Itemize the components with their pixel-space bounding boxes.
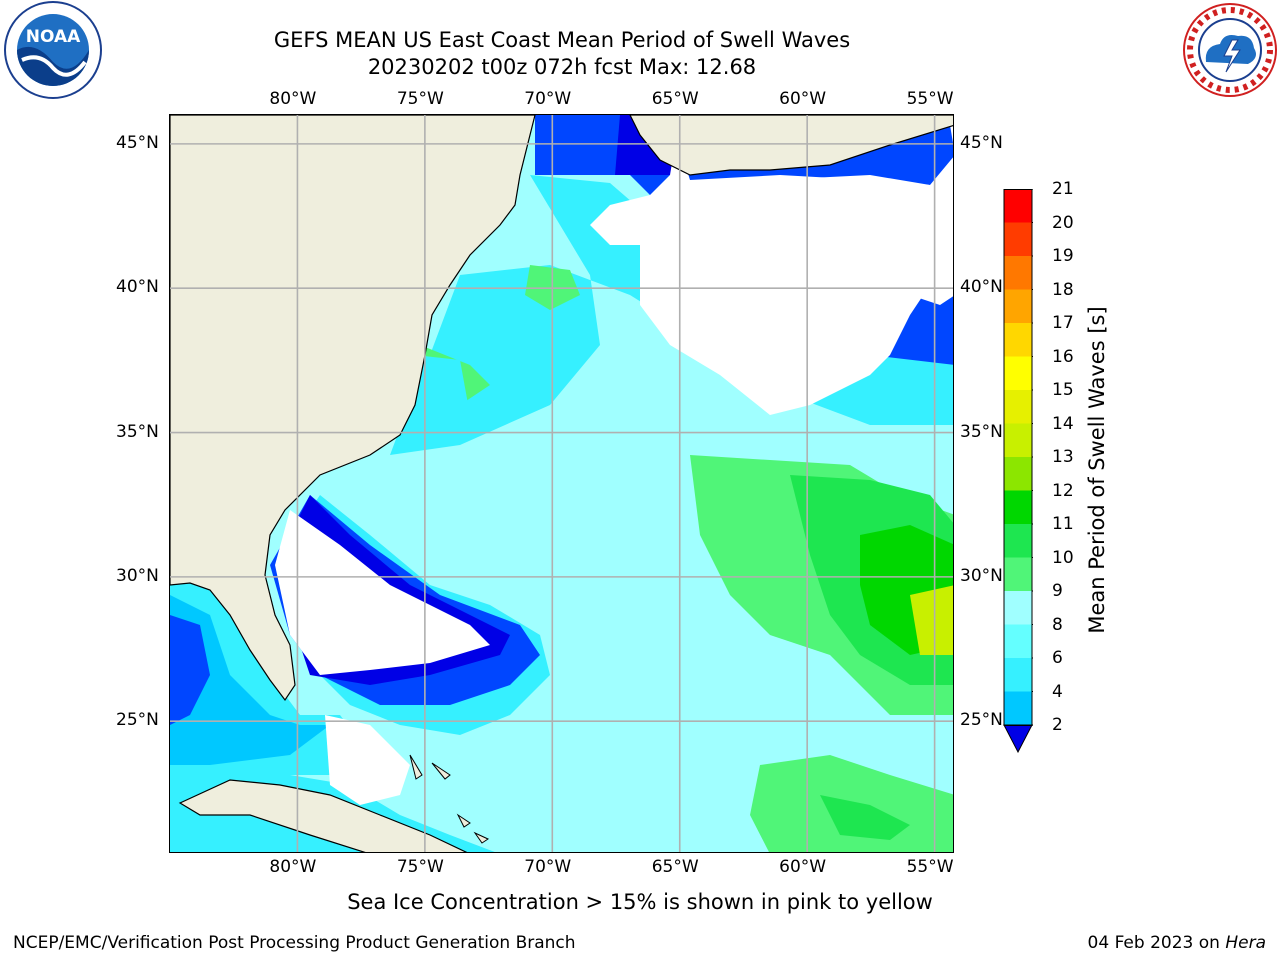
band-4-6-gulf <box>170 595 330 765</box>
patch-cyan-mid <box>415 355 470 435</box>
lon-tick-label-bottom: 55°W <box>906 857 954 877</box>
lon-tick-label-top: 60°W <box>779 89 827 109</box>
map-panel <box>169 114 954 853</box>
lat-tick-label-right: 45°N <box>960 132 1003 153</box>
colorbar-segment <box>1004 490 1032 525</box>
colorbar-tick-label: 9 <box>1052 581 1063 601</box>
lon-tick-label-top: 75°W <box>396 89 444 109</box>
colorbar-segment <box>1004 222 1032 257</box>
colorbar-segment <box>1004 691 1032 726</box>
chart-title: GEFS MEAN US East Coast Mean Period of S… <box>273 28 851 52</box>
footer-host: Hera <box>1225 933 1266 953</box>
lat-tick-label-left: 25°N <box>116 710 159 731</box>
band-12-13-east <box>910 585 953 655</box>
colorbar-tick-label: 11 <box>1052 514 1074 534</box>
colorbar-title: Mean Period of Swell Waves [s] <box>1085 306 1109 634</box>
lat-tick-label-right: 25°N <box>960 710 1003 731</box>
lat-tick-label-right: 40°N <box>960 277 1003 298</box>
lat-tick-label-right: 30°N <box>960 565 1003 586</box>
colorbar <box>1003 189 1033 753</box>
lat-tick-label-left: 30°N <box>116 565 159 586</box>
nws-logo <box>1183 3 1277 97</box>
colorbar-tick-label: 20 <box>1052 212 1074 233</box>
lon-tick-label-bottom: 60°W <box>779 857 827 877</box>
footer-date-text: 04 Feb 2023 on <box>1087 933 1220 953</box>
colorbar-tick-label: 13 <box>1052 447 1074 467</box>
lon-tick-label-bottom: 65°W <box>651 857 699 877</box>
colorbar-segment <box>1004 356 1032 391</box>
lon-tick-label-top: 55°W <box>906 89 954 109</box>
footer-branch: NCEP/EMC/Verification Post Processing Pr… <box>13 933 576 953</box>
colorbar-segment <box>1004 256 1032 290</box>
band-10-11-south <box>820 795 910 840</box>
footer-date: 04 Feb 2023 on Hera <box>1088 933 1266 953</box>
lon-tick-label-bottom: 75°W <box>396 857 444 877</box>
mask-se-white <box>275 510 490 675</box>
lat-tick-label-left: 45°N <box>116 132 159 153</box>
colorbar-tick-label: 17 <box>1052 313 1074 333</box>
lon-tick-label-bottom: 70°W <box>524 857 572 877</box>
colorbar-tick-label: 21 <box>1052 179 1074 199</box>
land-us-east-coast <box>170 115 536 702</box>
colorbar-segment <box>1004 390 1032 424</box>
chart-subtitle: 20230202 t00z 072h fcst Max: 12.68 <box>367 55 757 79</box>
colorbar-segment <box>1004 624 1032 659</box>
colorbar-segment <box>1004 658 1032 692</box>
lon-tick-label-top: 65°W <box>651 89 699 109</box>
sea-ice-note: Sea Ice Concentration > 15% is shown in … <box>347 890 933 914</box>
mask-bahamas-white <box>325 715 410 805</box>
land-canada <box>629 115 953 176</box>
colorbar-segment <box>1004 423 1032 458</box>
land-bahamas <box>409 754 490 844</box>
colorbar-tick-label: 14 <box>1052 413 1074 434</box>
colorbar-segment <box>1004 524 1032 558</box>
colorbar-segment <box>1004 289 1032 324</box>
colorbar-tick-label: 6 <box>1052 648 1063 668</box>
lat-tick-label-right: 35°N <box>960 421 1003 442</box>
colorbar-segment <box>1004 189 1032 223</box>
lon-tick-label-bottom: 80°W <box>269 857 317 877</box>
swell-period-field <box>170 115 953 852</box>
colorbar-tick-label: 16 <box>1052 346 1074 367</box>
lon-tick-label-top: 70°W <box>524 89 572 109</box>
colorbar-tick-label: 12 <box>1052 480 1074 501</box>
colorbar-segment <box>1004 557 1032 592</box>
colorbar-tick-label: 15 <box>1052 380 1074 400</box>
colorbar-tick-label: 10 <box>1052 547 1074 568</box>
colorbar-segment <box>1004 323 1032 357</box>
colorbar-tick-label: 8 <box>1052 614 1063 635</box>
lat-tick-label-left: 40°N <box>116 277 159 298</box>
colorbar-tick-label: 2 <box>1052 715 1063 735</box>
noaa-logo: NOAA <box>4 1 102 99</box>
lon-tick-label-top: 80°W <box>269 89 317 109</box>
map-gridlines <box>170 115 953 852</box>
band-2-4-gulf <box>170 615 210 725</box>
colorbar-tick-label: 18 <box>1052 279 1074 300</box>
colorbar-segment <box>1004 591 1032 625</box>
colorbar-segment <box>1004 457 1032 491</box>
colorbar-extend-triangle <box>1003 724 1033 753</box>
colorbar-tick-label: 4 <box>1052 681 1063 702</box>
lat-tick-label-left: 35°N <box>116 421 159 442</box>
land-cuba <box>178 779 468 852</box>
svg-text:NOAA: NOAA <box>26 27 81 47</box>
colorbar-tick-label: 19 <box>1052 246 1074 266</box>
